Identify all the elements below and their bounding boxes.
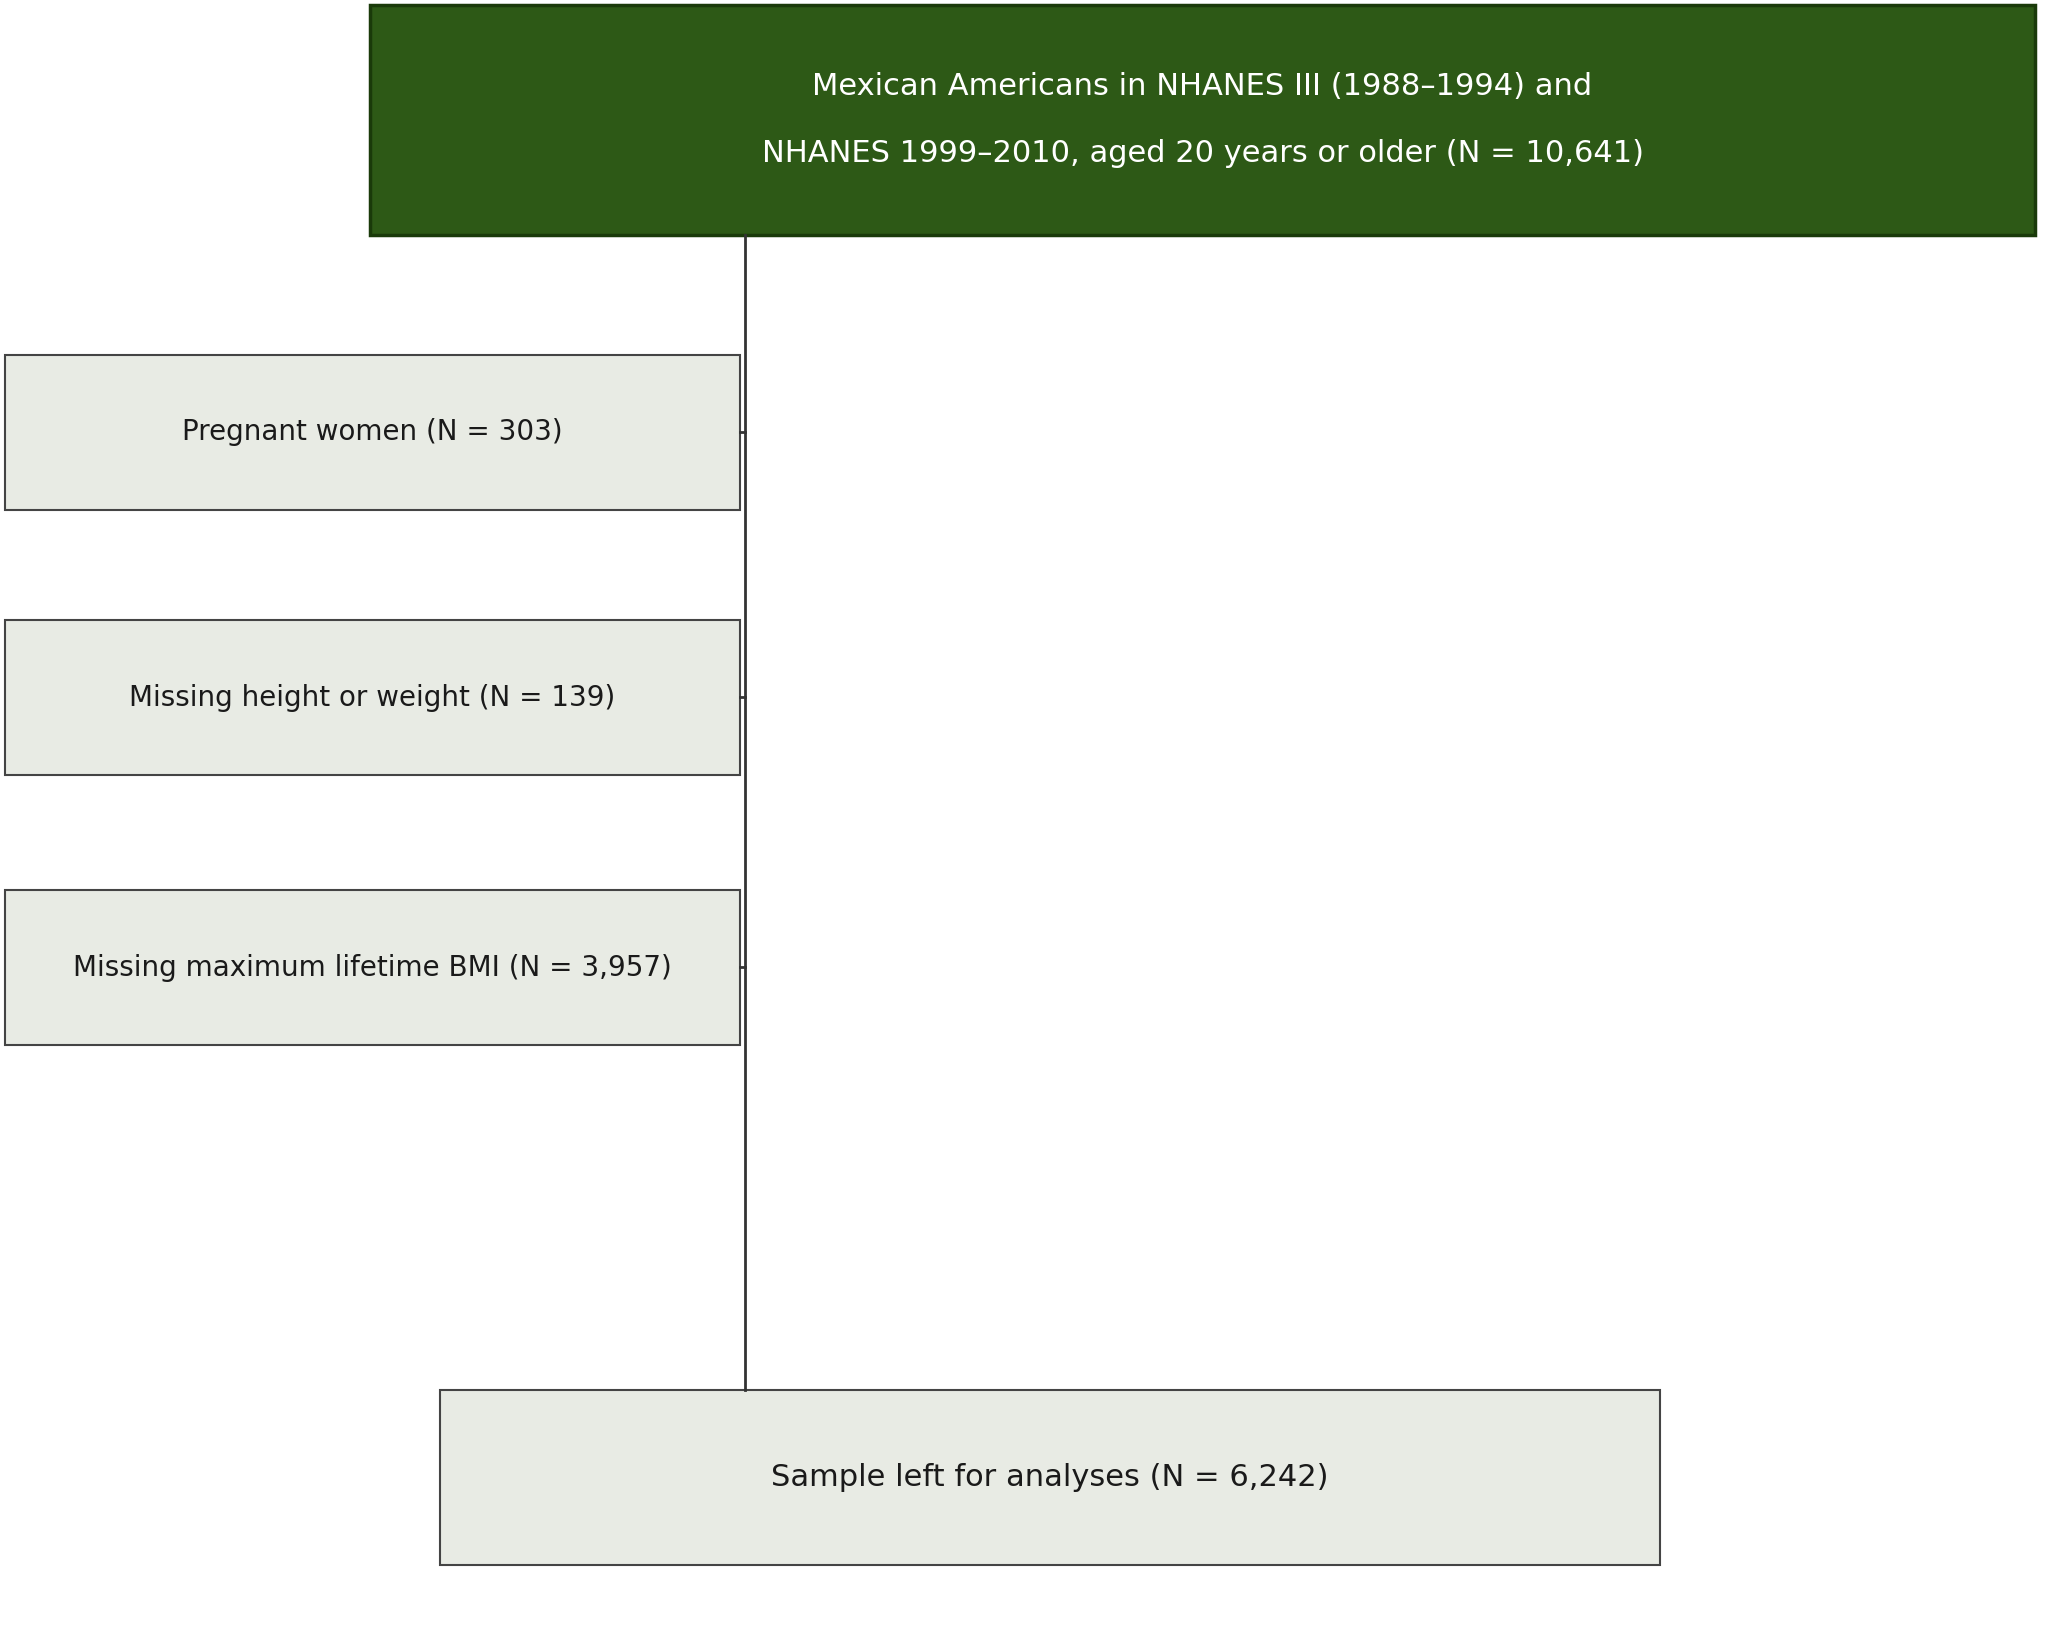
Text: Sample left for analyses (N = 6,242): Sample left for analyses (N = 6,242): [772, 1463, 1329, 1493]
FancyBboxPatch shape: [4, 620, 739, 776]
Text: Pregnant women (N = 303): Pregnant women (N = 303): [182, 418, 563, 447]
FancyBboxPatch shape: [4, 889, 739, 1046]
Text: Missing maximum lifetime BMI (N = 3,957): Missing maximum lifetime BMI (N = 3,957): [74, 953, 672, 982]
FancyBboxPatch shape: [4, 354, 739, 511]
FancyBboxPatch shape: [440, 1390, 1661, 1564]
Text: Missing height or weight (N = 139): Missing height or weight (N = 139): [129, 683, 616, 712]
Text: Mexican Americans in NHANES III (1988–1994) and

NHANES 1999–2010, aged 20 years: Mexican Americans in NHANES III (1988–19…: [762, 72, 1642, 167]
FancyBboxPatch shape: [371, 5, 2036, 236]
